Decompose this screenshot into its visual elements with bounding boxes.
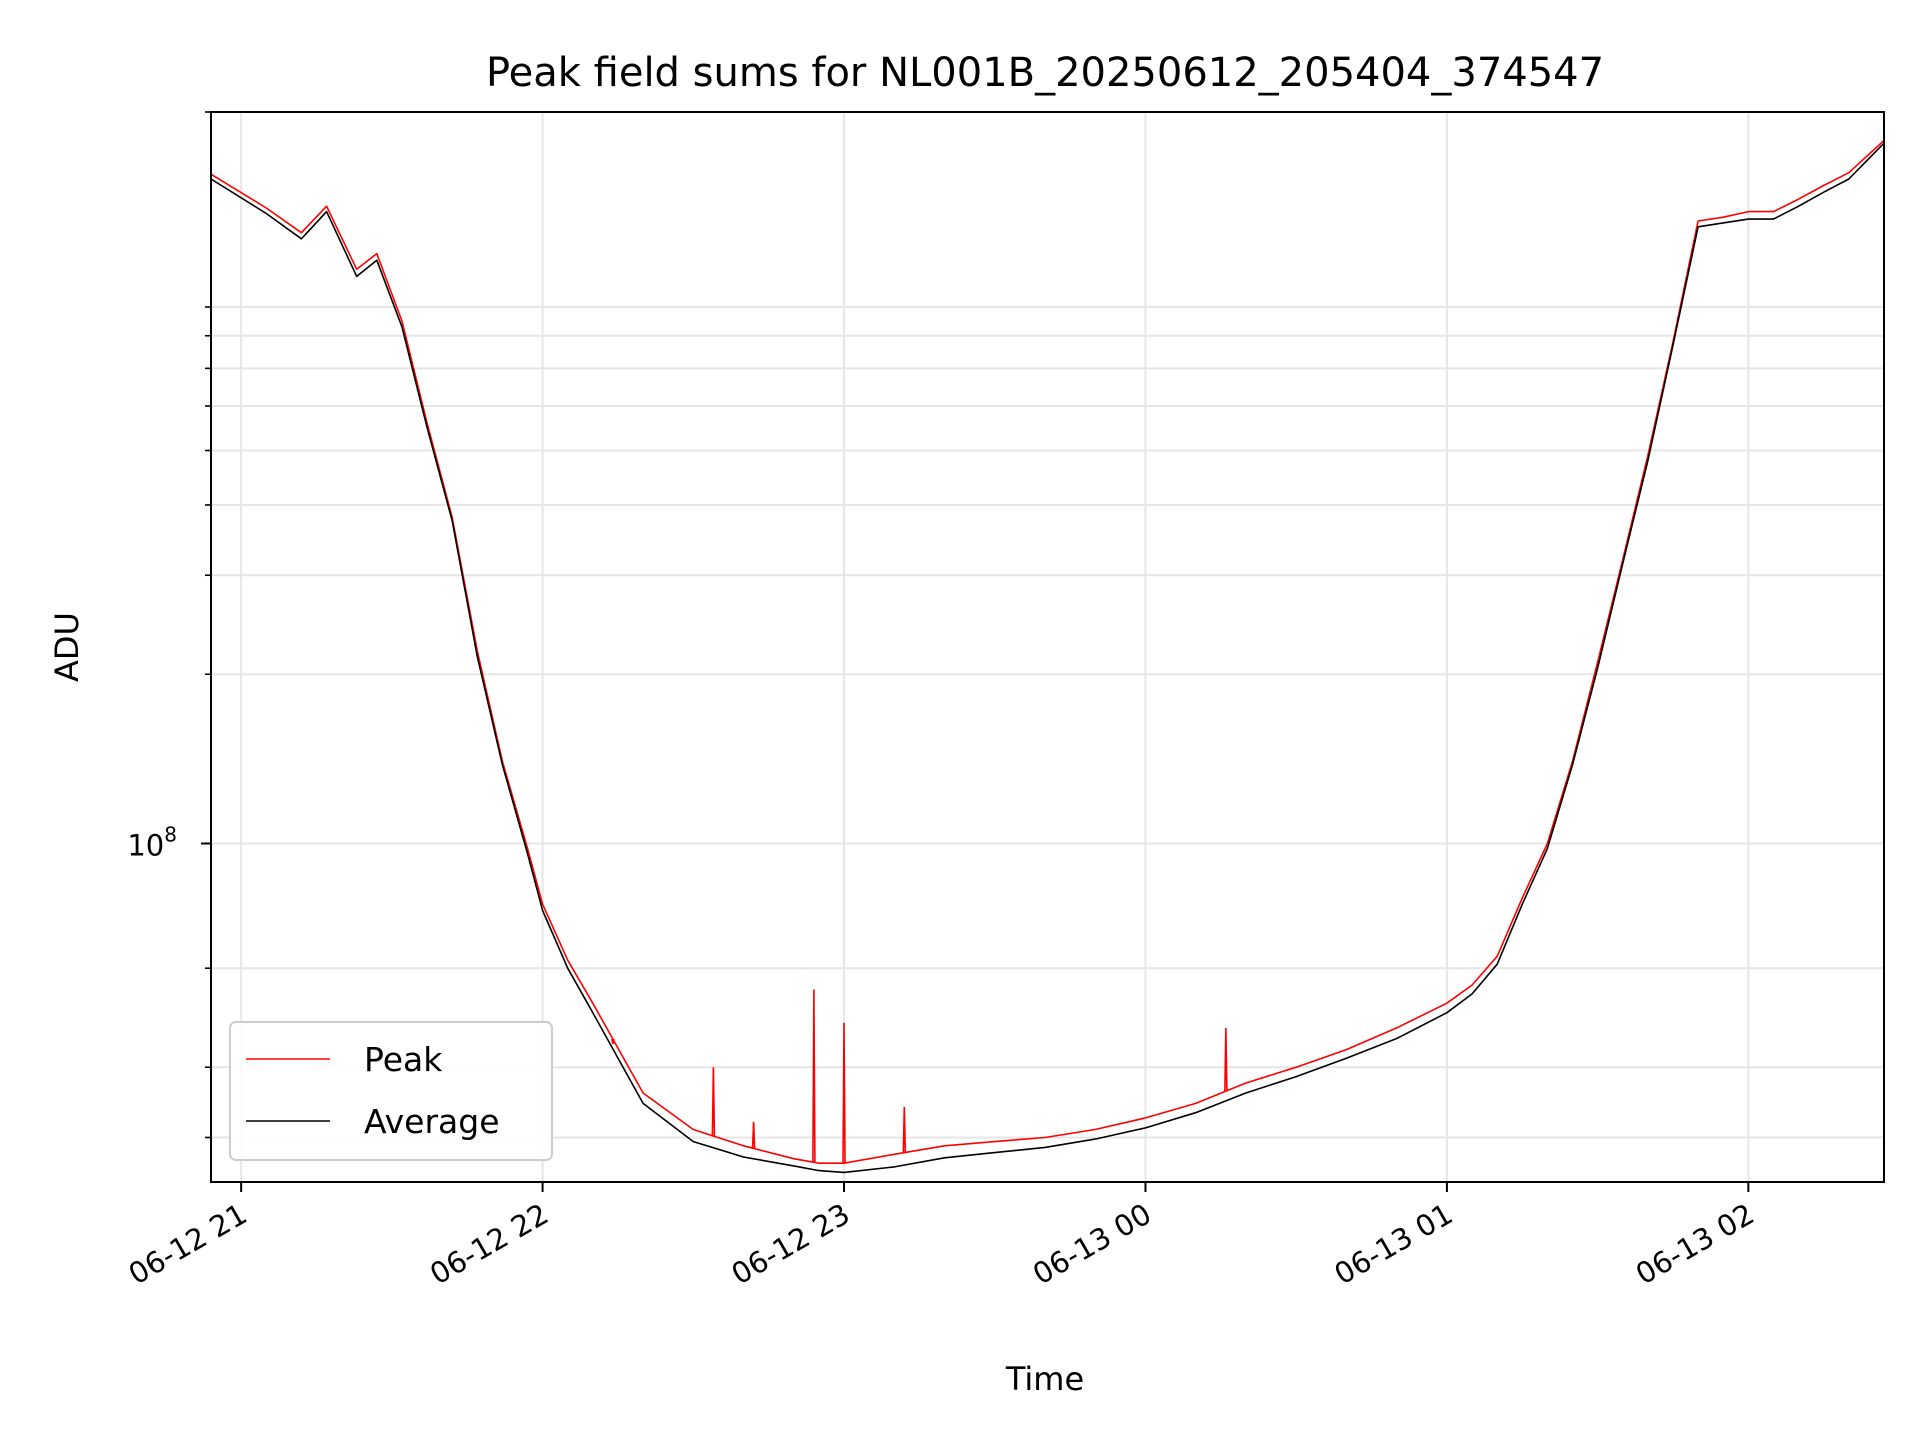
spike-mark [902, 1106, 907, 1153]
spike-mark [711, 1067, 716, 1136]
legend: Peak Average [229, 1021, 553, 1161]
legend-label-average: Average [364, 1102, 500, 1141]
spike-mark [1224, 1027, 1228, 1092]
grid [211, 111, 1884, 1182]
y-axis: 108 [127, 111, 211, 1139]
plot-frame [210, 111, 1885, 1183]
spike-mark [611, 1038, 615, 1045]
spike-mark [751, 1121, 756, 1149]
y-tick-label: 108 [127, 822, 177, 862]
spike-mark [812, 989, 816, 1163]
x-axis-title: Time [1005, 1360, 1084, 1398]
chart-title: Peak field sums for NL001B_20250612_2054… [486, 50, 1604, 96]
series-line-average [210, 142, 1885, 1174]
plot-lines [210, 139, 1885, 1174]
legend-label-peak: Peak [364, 1040, 443, 1079]
y-axis-title: ADU [48, 612, 86, 682]
legend-box [229, 1021, 553, 1161]
spike-mark [842, 1022, 846, 1164]
